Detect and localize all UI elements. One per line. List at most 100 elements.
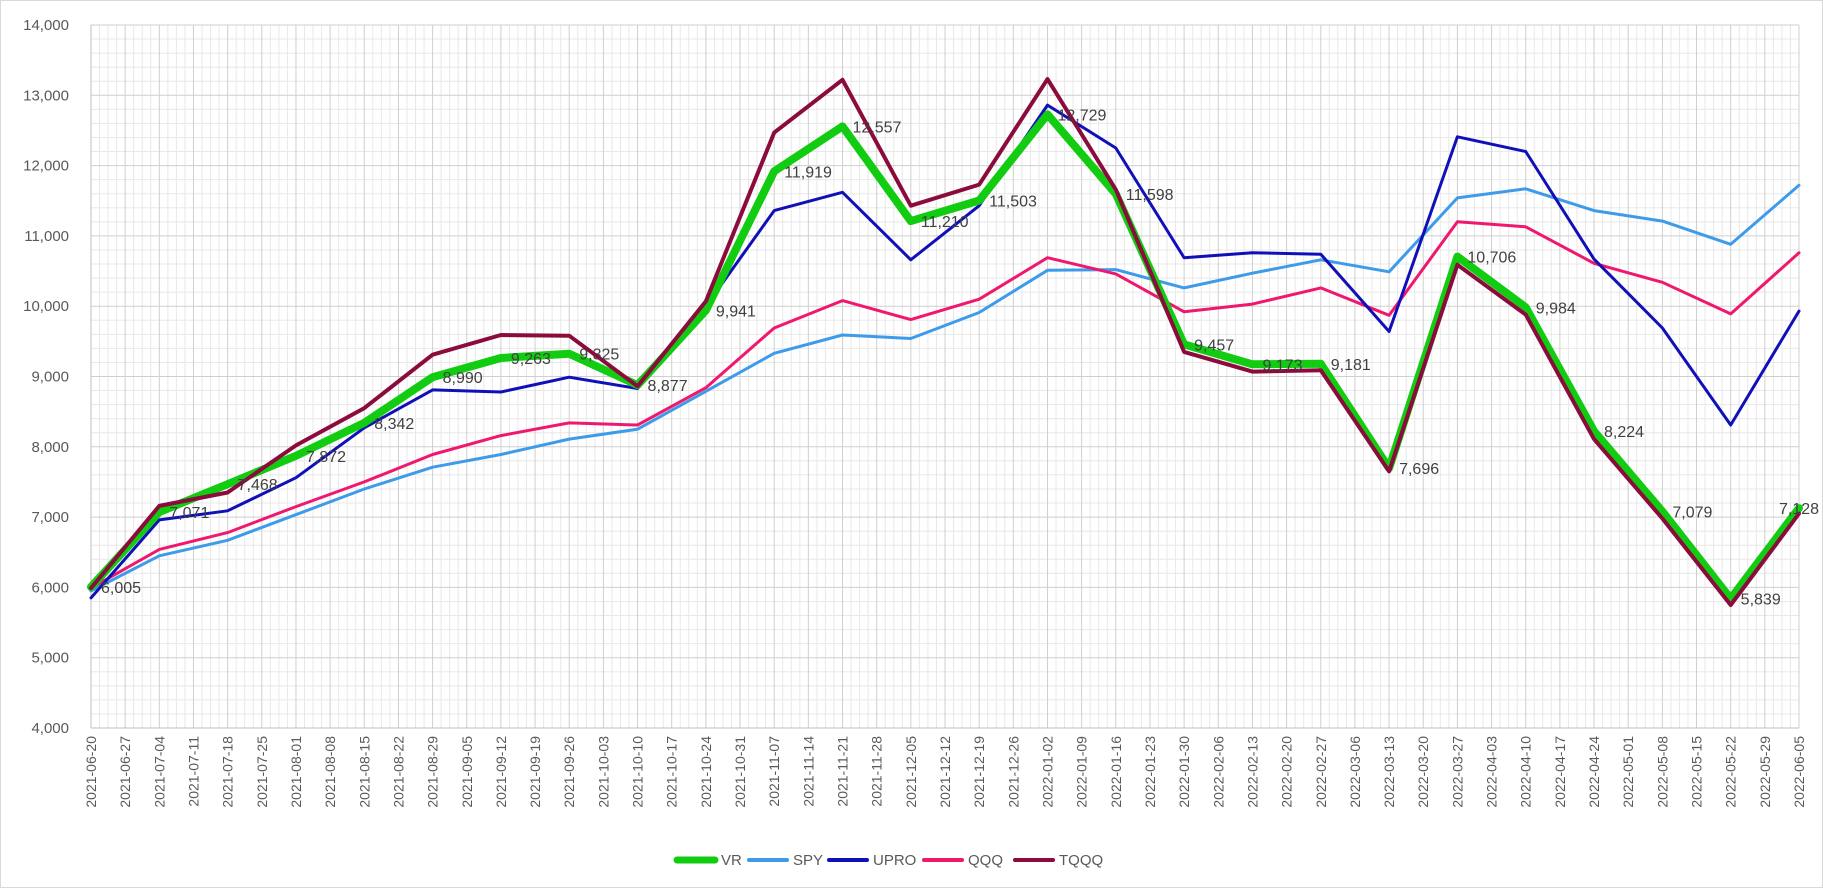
x-tick-label: 2022-03-27: [1449, 736, 1465, 808]
x-tick-label: 2021-11-14: [800, 736, 816, 807]
x-tick-label: 2022-04-10: [1518, 736, 1534, 808]
x-tick-label: 2021-07-04: [151, 736, 167, 808]
data-label: 11,598: [1126, 187, 1174, 204]
data-label: 7,071: [169, 505, 209, 522]
x-tick-label: 2021-12-19: [971, 736, 987, 808]
data-label: 5,839: [1741, 592, 1781, 609]
x-tick-label: 2022-01-23: [1142, 736, 1158, 808]
x-tick-label: 2022-02-13: [1244, 736, 1260, 808]
y-tick-label: 4,000: [31, 720, 69, 737]
x-tick-label: 2021-12-12: [937, 736, 953, 808]
x-tick-label: 2021-11-07: [766, 736, 782, 807]
data-label: 7,468: [238, 477, 278, 494]
y-axis-tick-labels: 4,000 5,000 6,000 7,000 8,000 9,000 10,000 11,0…: [23, 17, 69, 737]
x-tick-label: 2021-12-26: [1005, 736, 1021, 808]
data-label: 9,181: [1331, 357, 1371, 374]
x-tick-label: 2021-10-31: [732, 736, 748, 808]
x-tick-label: 2022-04-24: [1586, 736, 1602, 808]
x-tick-label: 2022-05-01: [1620, 736, 1636, 808]
data-label: 12,557: [853, 119, 902, 136]
x-tick-label: 2021-10-03: [595, 736, 611, 808]
x-tick-label: 2022-04-03: [1484, 736, 1500, 808]
x-tick-label: 2021-06-27: [117, 736, 133, 808]
legend-label-spy: SPY: [793, 852, 823, 869]
y-tick-label: 5,000: [31, 650, 69, 667]
x-tick-label: 2022-01-02: [1039, 736, 1055, 808]
x-tick-label: 2021-10-17: [664, 736, 680, 808]
x-tick-label: 2021-09-12: [493, 736, 509, 808]
x-tick-label: 2022-03-13: [1381, 736, 1397, 808]
x-tick-label: 2022-05-08: [1654, 736, 1670, 808]
x-tick-label: 2021-09-19: [527, 736, 543, 808]
data-label: 7,696: [1399, 461, 1439, 478]
x-tick-label: 2022-05-15: [1689, 736, 1705, 808]
legend-label-vr: VR: [721, 852, 742, 869]
data-label: 9,173: [1262, 357, 1302, 374]
x-tick-label: 2021-07-18: [220, 736, 236, 808]
data-label: 7,079: [1672, 505, 1712, 522]
data-label: 11,210: [921, 214, 969, 231]
data-label: 12,729: [1057, 107, 1106, 124]
series-line-vr: [87, 110, 1803, 603]
x-tick-label: 2021-11-21: [835, 736, 851, 807]
x-tick-label: 2021-08-29: [425, 736, 441, 808]
x-tick-label: 2021-06-20: [83, 736, 99, 808]
x-tick-label: 2022-02-06: [1210, 736, 1226, 808]
y-tick-label: 13,000: [23, 87, 69, 104]
series-lines: [87, 77, 1803, 607]
x-tick-label: 2021-10-24: [698, 736, 714, 808]
data-label: 11,919: [784, 164, 832, 181]
x-tick-label: 2022-02-20: [1279, 736, 1295, 808]
x-tick-label: 2022-06-05: [1791, 736, 1807, 808]
data-label: 9,325: [579, 347, 619, 364]
y-tick-label: 7,000: [31, 509, 69, 526]
y-tick-label: 8,000: [31, 439, 69, 456]
data-label: 7,872: [306, 449, 346, 466]
y-tick-label: 10,000: [23, 298, 69, 315]
x-tick-label: 2021-10-10: [630, 736, 646, 808]
series-line-qqq: [89, 220, 1801, 590]
data-labels: 6,005 7,071 7,468 7,872 8,342 8,990 9,263 9,325…: [101, 107, 1819, 608]
x-tick-label: 2021-07-11: [185, 736, 201, 807]
x-tick-label: 2021-08-15: [356, 736, 372, 808]
x-tick-label: 2021-12-05: [903, 736, 919, 808]
legend-label-upro: UPRO: [873, 852, 916, 869]
axes: [90, 25, 1799, 729]
x-tick-label: 2021-11-28: [869, 736, 885, 807]
y-tick-label: 6,000: [31, 579, 69, 596]
y-tick-label: 14,000: [23, 17, 69, 34]
y-tick-label: 11,000: [24, 228, 69, 245]
x-tick-label: 2022-03-06: [1347, 736, 1363, 808]
x-tick-label: 2022-01-09: [1074, 736, 1090, 808]
x-tick-label: 2021-08-08: [322, 736, 338, 808]
x-tick-label: 2022-01-16: [1108, 736, 1124, 808]
data-label: 6,005: [101, 580, 141, 597]
x-tick-label: 2022-02-27: [1313, 736, 1329, 808]
x-tick-label: 2022-05-29: [1757, 736, 1773, 808]
series-line-upro: [89, 103, 1801, 600]
data-label: 8,224: [1604, 424, 1644, 441]
data-label: 8,342: [374, 416, 414, 433]
x-tick-label: 2022-05-22: [1723, 736, 1739, 808]
legend: VR SPY UPRO QQQ TQQQ: [673, 852, 1103, 869]
data-label: 8,990: [443, 370, 483, 387]
x-tick-label: 2021-08-01: [288, 736, 304, 808]
data-label: 11,503: [989, 194, 1037, 211]
y-tick-label: 9,000: [31, 369, 69, 386]
x-tick-label: 2021-09-26: [561, 736, 577, 808]
x-tick-label: 2022-01-30: [1176, 736, 1192, 808]
data-label: 9,263: [511, 351, 551, 368]
data-label: 9,941: [716, 303, 756, 320]
legend-label-qqq: QQQ: [968, 852, 1003, 869]
x-tick-label: 2022-03-20: [1415, 736, 1431, 808]
data-label: 9,984: [1536, 300, 1576, 317]
x-tick-label: 2022-04-17: [1552, 736, 1568, 808]
data-label: 10,706: [1467, 250, 1516, 267]
data-label: 9,457: [1194, 337, 1234, 354]
x-tick-label: 2021-09-05: [459, 736, 475, 808]
x-tick-label: 2021-08-22: [390, 736, 406, 808]
series-line-spy: [89, 183, 1801, 593]
series-line-tqqq: [89, 77, 1801, 607]
